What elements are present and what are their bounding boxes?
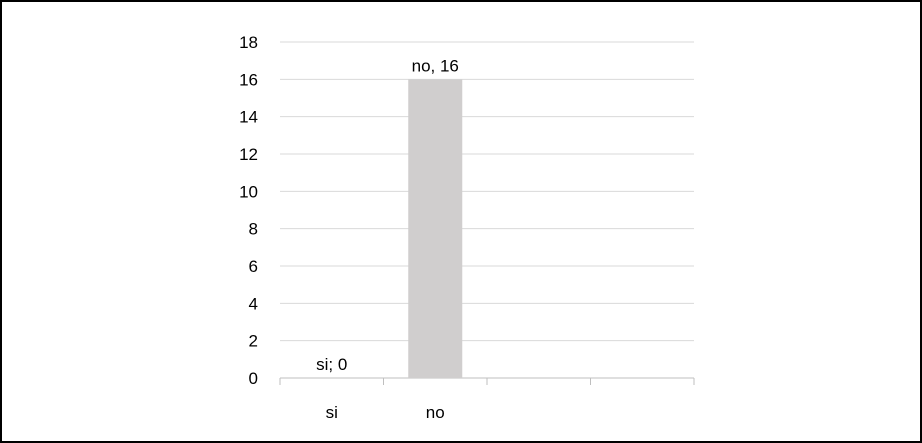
- data-label: si; 0: [316, 355, 347, 374]
- y-tick-label: 4: [249, 294, 258, 313]
- y-tick-label: 18: [239, 33, 258, 52]
- y-tick-label: 2: [249, 332, 258, 351]
- data-label: no, 16: [412, 56, 459, 75]
- y-tick-label: 8: [249, 220, 258, 239]
- y-tick-label: 16: [239, 70, 258, 89]
- x-tick-label: no: [426, 403, 445, 422]
- y-tick-label: 6: [249, 257, 258, 276]
- bar: [408, 79, 463, 378]
- y-tick-label: 12: [239, 145, 258, 164]
- x-tick-label: si: [326, 403, 338, 422]
- y-tick-label: 0: [249, 369, 258, 388]
- y-tick-label: 10: [239, 182, 258, 201]
- y-tick-label: 14: [239, 108, 258, 127]
